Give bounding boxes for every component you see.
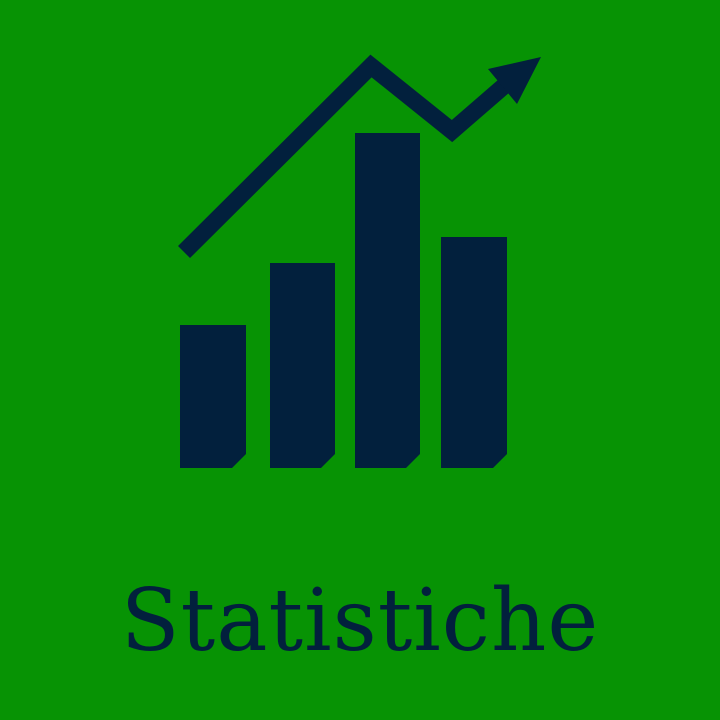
bar-4	[441, 237, 507, 468]
tile-label: Statistiche	[120, 571, 600, 671]
bar-1	[180, 325, 246, 468]
trend-arrowhead	[488, 57, 541, 104]
bar-3	[355, 133, 420, 468]
bar-2	[270, 263, 335, 468]
trend-line	[178, 54, 518, 259]
chart-bars	[180, 133, 507, 468]
